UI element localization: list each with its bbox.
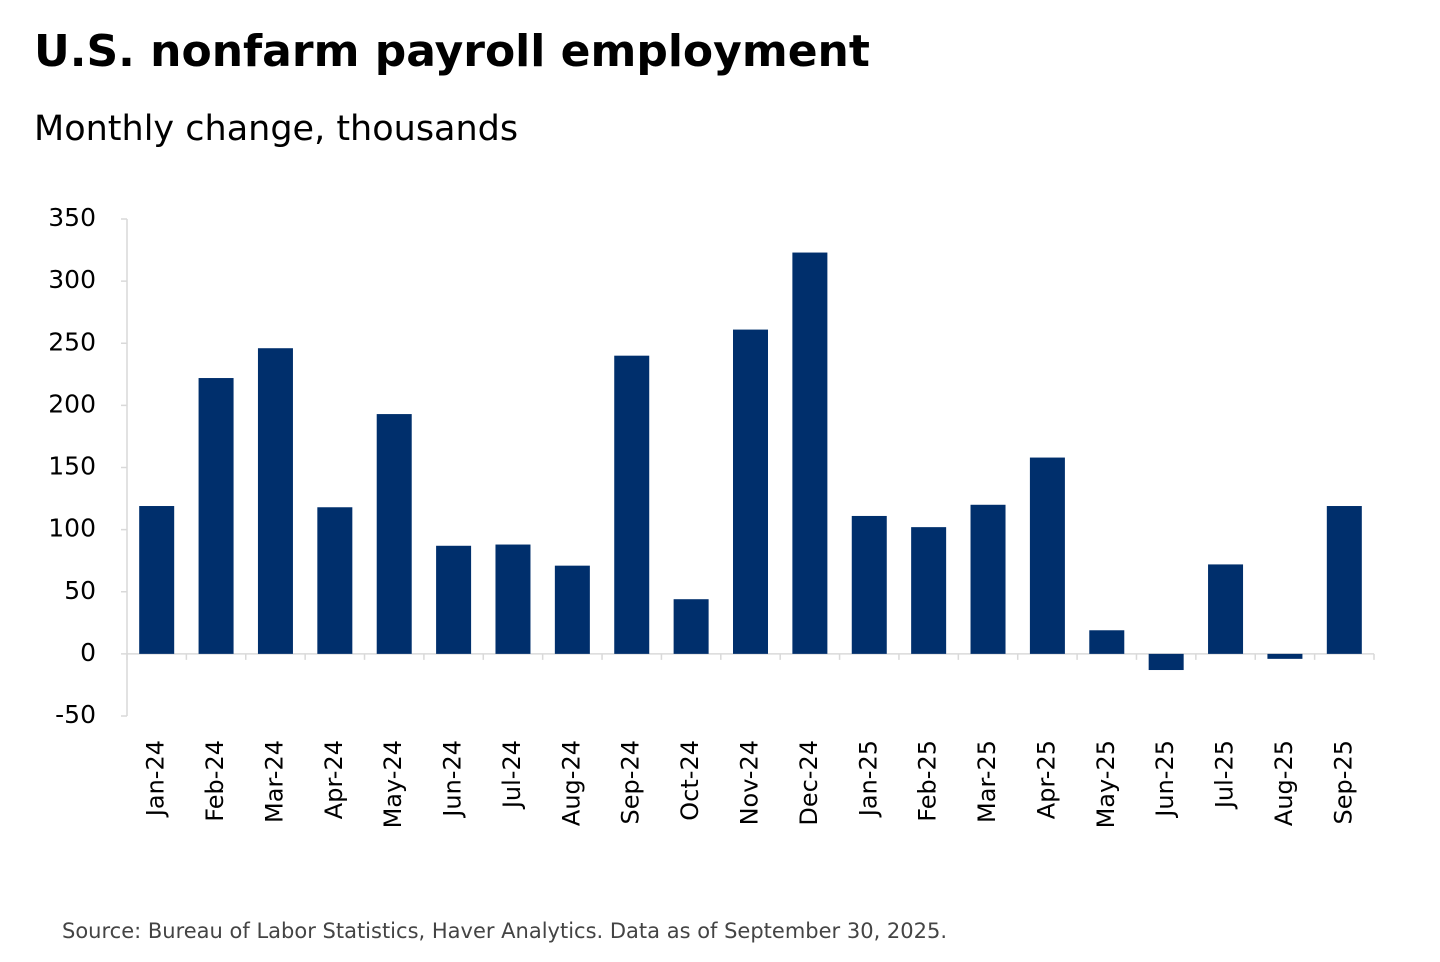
bar (257, 348, 293, 654)
y-tick-label: 200 (48, 389, 96, 418)
bar (970, 504, 1006, 654)
bar (1326, 506, 1362, 654)
x-tick-label: Jun-25 (1151, 740, 1179, 819)
bar (733, 329, 768, 654)
x-tick-label: Mar-25 (973, 740, 1001, 823)
bar (495, 544, 531, 654)
bar (436, 545, 472, 654)
x-tick-label: Sep-24 (617, 740, 645, 824)
x-tick-label: May-25 (1092, 740, 1120, 828)
x-tick-label: Apr-25 (1032, 740, 1060, 819)
y-tick-label: 300 (48, 265, 96, 294)
bar (911, 527, 947, 654)
y-tick-label: 100 (48, 514, 96, 543)
x-tick-label: Nov-24 (736, 740, 764, 825)
chart-subtitle: Monthly change, thousands (34, 109, 518, 149)
bar (1029, 457, 1065, 654)
bar (1148, 653, 1184, 671)
bar (198, 378, 234, 654)
x-tick-label: Feb-25 (914, 740, 942, 822)
x-tick-label: Jan-24 (142, 740, 170, 818)
bar (673, 599, 709, 654)
y-tick-label: 50 (64, 576, 96, 605)
bar (554, 565, 590, 654)
bar (139, 506, 175, 654)
chart-title: U.S. nonfarm payroll employment (34, 26, 870, 77)
source-note: Source: Bureau of Labor Statistics, Have… (62, 919, 947, 943)
x-tick-label: Jul-25 (1211, 740, 1239, 810)
bar (792, 252, 828, 654)
bar (851, 515, 887, 654)
x-tick-label: Sep-25 (1329, 740, 1357, 824)
y-tick-label: 250 (48, 327, 96, 356)
x-tick-label: Mar-24 (260, 740, 288, 823)
x-tick-label: Oct-24 (676, 740, 704, 821)
x-tick-label: Feb-24 (201, 740, 229, 822)
bar (614, 355, 650, 654)
x-tick-label: Dec-24 (795, 740, 823, 826)
x-tick-label: Apr-24 (320, 740, 348, 819)
bar (376, 414, 412, 654)
y-tick-label: 0 (80, 638, 96, 667)
x-tick-label: Aug-25 (1270, 740, 1298, 826)
x-tick-label: Aug-24 (557, 740, 585, 826)
bar (1208, 564, 1244, 654)
bar (1267, 653, 1303, 659)
x-tick-label: Jan-25 (854, 740, 882, 818)
y-tick-label: -50 (55, 700, 96, 729)
x-tick-label: Jul-24 (498, 740, 526, 810)
x-tick-label: Jun-24 (439, 740, 467, 819)
bar (1089, 630, 1125, 654)
y-tick-label: 350 (48, 203, 96, 232)
bar (317, 507, 353, 654)
y-tick-label: 150 (48, 452, 96, 481)
x-tick-label: May-24 (379, 740, 407, 828)
